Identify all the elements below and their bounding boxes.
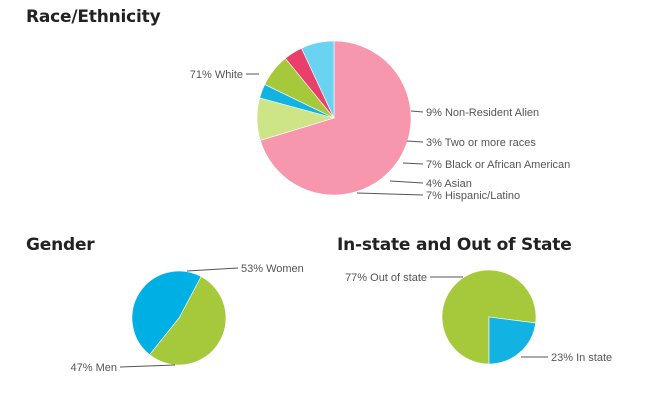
slice-label-two-or-more-races: 3% Two or more races <box>426 137 536 149</box>
slice-label-white: 71% White <box>190 69 243 81</box>
slice-label-in-state: 23% In state <box>551 352 612 364</box>
slice-label-non-resident-alien: 9% Non-Resident Alien <box>426 107 539 119</box>
leader-line-asian <box>389 180 424 184</box>
instate-title: In-state and Out of State <box>337 235 572 255</box>
leader-line-non-resident-alien <box>410 110 424 113</box>
leader-line-men <box>119 364 176 368</box>
gender-pie: 53% Women 47% Men <box>71 263 304 374</box>
pie-slice-men <box>131 270 202 356</box>
pie-slice-women <box>149 276 227 366</box>
leader-line-black-or-african-american <box>402 162 424 165</box>
leader-line-women <box>186 267 239 272</box>
slice-label-asian: 4% Asian <box>426 178 472 190</box>
slice-label-out-of-state: 77% Out of state <box>345 272 427 284</box>
pie-slice-hispanic-latino <box>301 40 335 119</box>
in-state-and-out-of-state-pie: 77% Out of state 23% In state <box>345 269 612 365</box>
slice-label-black-or-african-american: 7% Black or African American <box>426 159 570 171</box>
race-ethnicity-title: Race/Ethnicity <box>26 7 161 27</box>
leader-line-hispanic-latino <box>356 192 424 196</box>
slice-label-women: 53% Women <box>241 263 304 275</box>
race-ethnicity-pie: 71% White 9% Non-Resident Alien 3% Two or … <box>190 40 570 202</box>
slice-label-hispanic-latino: 7% Hispanic/Latino <box>426 190 520 202</box>
pie-slice-in-state <box>488 316 536 365</box>
leader-line-two-or-more-races <box>406 140 424 143</box>
gender-title: Gender <box>26 235 95 255</box>
slice-label-men: 47% Men <box>71 362 117 374</box>
pie-slice-white <box>259 40 412 196</box>
pie-slice-out-of-state <box>441 269 537 365</box>
